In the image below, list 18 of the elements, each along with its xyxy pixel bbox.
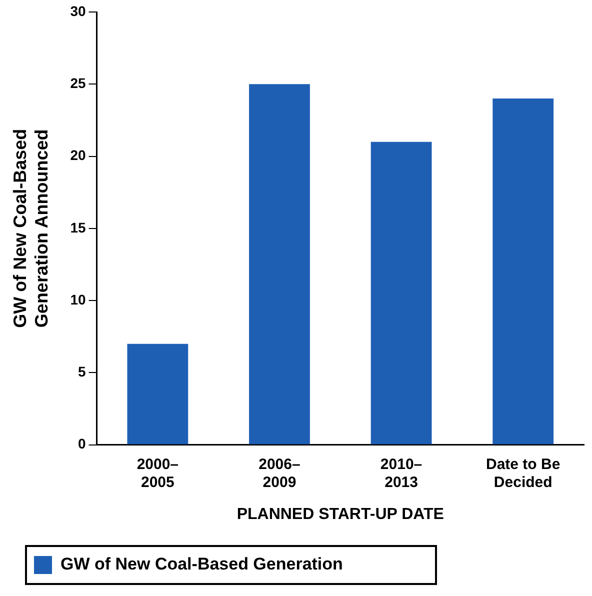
- bar: [127, 344, 188, 444]
- y-tick-label: 25: [70, 74, 86, 91]
- x-tick-label: 2010–2013: [380, 456, 422, 491]
- x-tick-label: 2006–2009: [258, 456, 300, 491]
- y-tick-label: 10: [70, 291, 86, 308]
- x-tick-label: Date to Be Decided: [486, 456, 560, 491]
- y-tick-label: 15: [70, 219, 86, 236]
- y-tick-label: 5: [78, 364, 86, 380]
- y-tick-label: 0: [78, 436, 86, 452]
- legend-label: GW of New Coal-Based Generation: [60, 554, 343, 574]
- y-tick-label: 20: [70, 147, 86, 164]
- bar: [370, 142, 432, 444]
- x-axis-title: PLANNED START-UP DATE: [236, 506, 444, 523]
- y-tick-label: 30: [70, 2, 86, 19]
- y-axis-title: GW of New Coal-Based Generation Announced: [10, 128, 52, 328]
- bar: [249, 84, 310, 444]
- x-tick-label: 2000–2005: [136, 456, 179, 491]
- bar: [492, 98, 554, 444]
